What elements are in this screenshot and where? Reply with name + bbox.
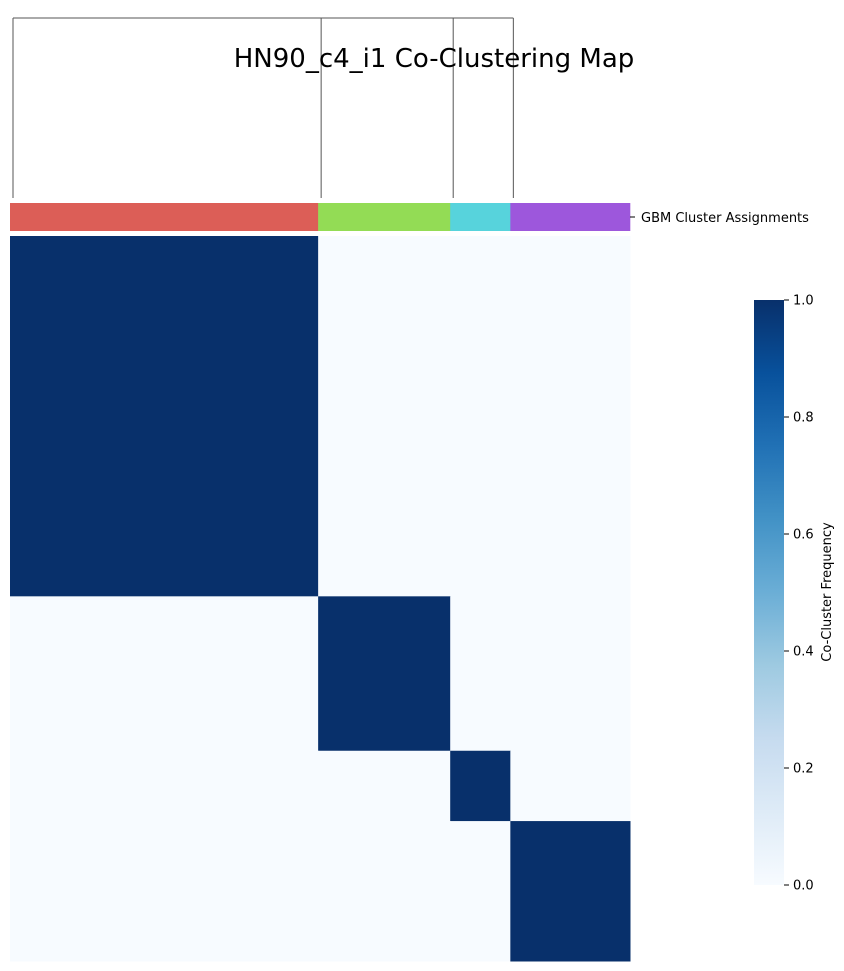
row-color-label: GBM Cluster Assignments (641, 211, 809, 226)
heatmap-block-3-3 (510, 821, 631, 962)
colorbar-ticks: 0.0 0.2 0.4 0.6 0.8 1.0 (784, 294, 814, 894)
chart-title: HN90_c4_i1 Co-Clustering Map (234, 44, 635, 74)
heatmap-block-3-1 (318, 821, 451, 962)
cluster-color-2 (450, 203, 511, 231)
colorbar (754, 300, 784, 885)
heatmap-block-0-0 (10, 236, 319, 597)
heatmap-block-1-2 (450, 596, 511, 752)
colorbar-tick-label-1: 0.2 (793, 762, 814, 777)
cluster-assignment-strip (10, 203, 631, 231)
heatmap-block-1-1 (318, 596, 451, 752)
heatmap-block-1-0 (10, 596, 319, 752)
colorbar-tick-label-5: 1.0 (793, 294, 814, 309)
heatmap-block-3-0 (10, 821, 319, 962)
heatmap-block-2-1 (318, 750, 451, 822)
column-dendrogram (12, 17, 514, 198)
heatmap-block-0-3 (510, 236, 631, 597)
cluster-color-1 (318, 203, 451, 231)
colorbar-tick-label-4: 0.8 (793, 411, 814, 426)
heatmap-block-0-1 (318, 236, 451, 597)
heatmap-block-2-3 (510, 750, 631, 822)
heatmap-block-2-0 (10, 750, 319, 822)
heatmap-cells (10, 236, 631, 962)
colorbar-tick-label-0: 0.0 (793, 879, 814, 894)
cluster-color-0 (10, 203, 319, 231)
cluster-color-3 (510, 203, 631, 231)
heatmap-block-2-2 (450, 750, 511, 822)
heatmap-block-3-2 (450, 821, 511, 962)
colorbar-tick-label-3: 0.6 (793, 528, 814, 543)
colorbar-tick-label-2: 0.4 (793, 645, 814, 660)
colorbar-label: Co-Cluster Frequency (820, 522, 835, 662)
heatmap-block-1-3 (510, 596, 631, 752)
heatmap-block-0-2 (450, 236, 511, 597)
